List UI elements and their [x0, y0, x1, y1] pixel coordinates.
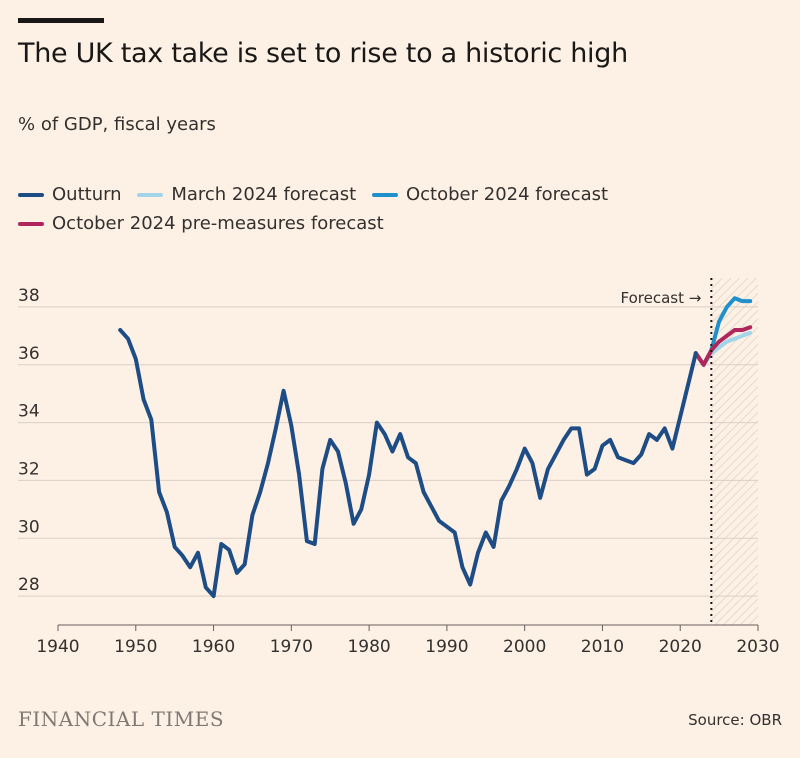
- x-tick-label: 2030: [736, 637, 779, 657]
- y-tick-label: 34: [18, 402, 40, 422]
- x-tick-label: 2000: [503, 637, 546, 657]
- y-tick-label: 28: [18, 575, 40, 595]
- legend-label-october-2024: October 2024 forecast: [405, 184, 609, 205]
- legend-label-pre-measures: October 2024 pre-measures forecast: [52, 213, 384, 234]
- x-tick-label: 1960: [192, 637, 235, 657]
- source-note: Source: OBR: [688, 711, 782, 729]
- chart-legend: Outturn March 2024 forecast October 2024…: [18, 179, 758, 237]
- legend-item-pre-measures: October 2024 pre-measures forecast: [18, 211, 384, 237]
- forecast-region: [711, 278, 758, 625]
- x-tick-label: 1940: [36, 637, 79, 657]
- chart-title: The UK tax take is set to rise to a hist…: [18, 38, 628, 69]
- y-tick-label: 38: [18, 286, 40, 306]
- x-tick-label: 2010: [581, 637, 624, 657]
- ft-logo: FINANCIAL TIMES: [18, 707, 225, 731]
- legend-swatch-october-2024: [371, 193, 398, 197]
- chart-subtitle: % of GDP, fiscal years: [18, 114, 216, 135]
- series-line-3: [693, 325, 753, 367]
- legend-label-march-2024: March 2024 forecast: [171, 184, 357, 205]
- title-accent-bar: [18, 18, 104, 23]
- legend-label-outturn: Outturn: [52, 184, 122, 205]
- y-tick-label: 32: [18, 459, 40, 479]
- x-tick-label: 1990: [425, 637, 468, 657]
- legend-swatch-march-2024: [137, 193, 164, 197]
- legend-item-outturn: Outturn: [18, 182, 122, 208]
- line-chart: 28 30 32 34 36 38 1940 1950 1960 1970 1980 1990 200…: [18, 278, 780, 657]
- legend-item-october-2024: October 2024 forecast: [371, 182, 609, 208]
- x-tick-label: 1980: [347, 637, 390, 657]
- y-tick-label: 30: [18, 517, 40, 537]
- x-tick-label: 2020: [659, 637, 702, 657]
- forecast-annotation: Forecast →: [621, 289, 702, 307]
- legend-swatch-pre-measures: [18, 222, 44, 226]
- y-tick-label: 36: [18, 344, 40, 364]
- x-tick-label: 1950: [114, 637, 157, 657]
- legend-swatch-outturn: [18, 193, 44, 197]
- series-line-0: [118, 328, 698, 599]
- x-tick-label: 1970: [270, 637, 313, 657]
- legend-item-march-2024: March 2024 forecast: [137, 182, 356, 208]
